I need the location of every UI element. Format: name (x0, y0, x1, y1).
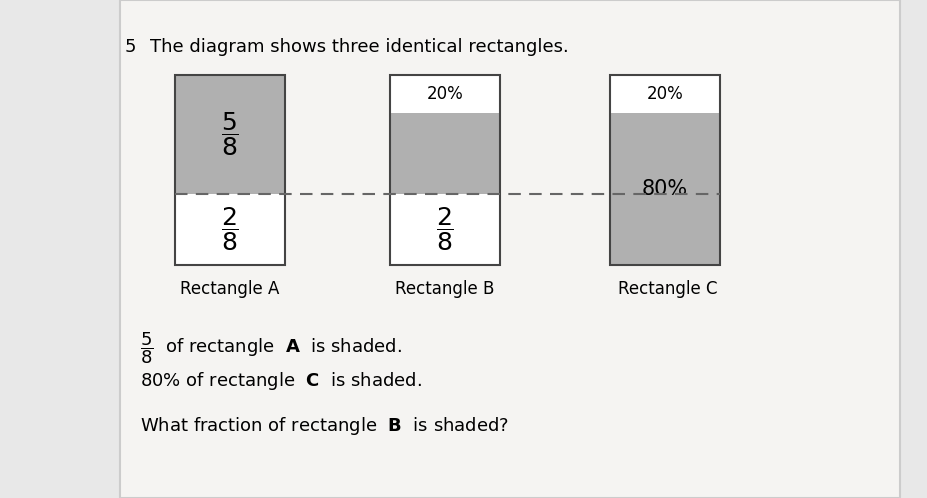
Bar (610, 113, 720, 265)
Text: The diagram shows three identical rectangles.: The diagram shows three identical rectan… (150, 38, 569, 56)
Text: 20%: 20% (647, 85, 683, 103)
Bar (175, 75, 285, 265)
Bar (610, 75, 720, 265)
Text: Rectangle A: Rectangle A (181, 280, 280, 298)
Text: $\dfrac{5}{8}$  of rectangle  $\mathbf{A}$  is shaded.: $\dfrac{5}{8}$ of rectangle $\mathbf{A}$… (140, 330, 402, 366)
Bar (390, 75, 500, 113)
Text: 5: 5 (125, 38, 136, 56)
Bar (390, 113, 500, 194)
Text: What fraction of rectangle  $\mathbf{B}$  is shaded?: What fraction of rectangle $\mathbf{B}$ … (140, 415, 509, 437)
Text: $\dfrac{2}{8}$: $\dfrac{2}{8}$ (221, 206, 239, 253)
Bar (175, 194, 285, 265)
Text: 20%: 20% (426, 85, 464, 103)
Bar (610, 75, 720, 113)
Text: $\dfrac{5}{8}$: $\dfrac{5}{8}$ (221, 111, 239, 158)
Text: Rectangle C: Rectangle C (618, 280, 717, 298)
Bar (390, 194, 500, 265)
Text: 80%: 80% (641, 179, 688, 199)
Bar (390, 75, 500, 265)
Text: 80% of rectangle  $\mathbf{C}$  is shaded.: 80% of rectangle $\mathbf{C}$ is shaded. (140, 370, 422, 392)
Text: $\dfrac{2}{8}$: $\dfrac{2}{8}$ (436, 206, 454, 253)
Bar (120, 0, 900, 498)
Bar (175, 75, 285, 194)
Text: Rectangle B: Rectangle B (395, 280, 495, 298)
